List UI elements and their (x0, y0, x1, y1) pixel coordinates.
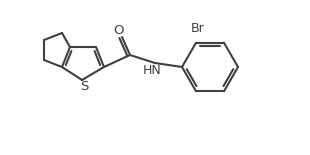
Text: O: O (114, 24, 124, 36)
Text: S: S (80, 80, 88, 93)
Text: Br: Br (191, 22, 205, 35)
Text: HN: HN (143, 64, 162, 77)
